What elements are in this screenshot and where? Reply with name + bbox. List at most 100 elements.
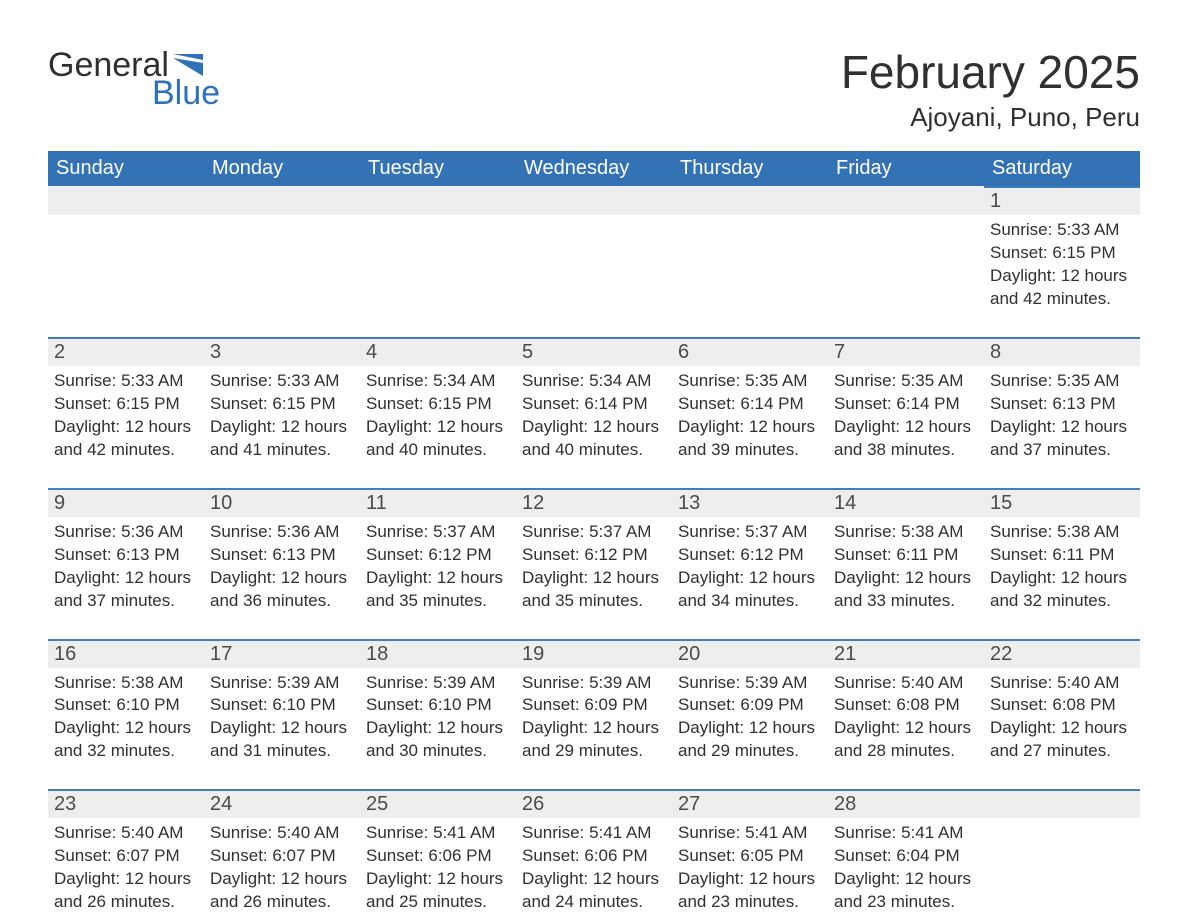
day-sunrise: Sunrise: 5:37 AM bbox=[366, 521, 508, 544]
day-day2: and 35 minutes. bbox=[366, 590, 508, 613]
day-day2: and 28 minutes. bbox=[834, 740, 976, 763]
day-day2: and 37 minutes. bbox=[54, 590, 196, 613]
header-bar: General Blue February 2025 Ajoyani, Puno… bbox=[48, 48, 1140, 133]
day-sunrise: Sunrise: 5:34 AM bbox=[522, 370, 664, 393]
day-day2: and 23 minutes. bbox=[678, 891, 820, 914]
day-detail-cell: Sunrise: 5:40 AMSunset: 6:07 PMDaylight:… bbox=[204, 818, 360, 924]
day-header: Monday bbox=[204, 151, 360, 186]
day-detail-cell: Sunrise: 5:36 AMSunset: 6:13 PMDaylight:… bbox=[48, 517, 204, 623]
day-sunrise: Sunrise: 5:33 AM bbox=[210, 370, 352, 393]
day-sunrise: Sunrise: 5:40 AM bbox=[54, 822, 196, 845]
day-sunrise: Sunrise: 5:38 AM bbox=[54, 672, 196, 695]
day-day2: and 31 minutes. bbox=[210, 740, 352, 763]
day-sunset: Sunset: 6:15 PM bbox=[210, 393, 352, 416]
day-detail-cell: Sunrise: 5:37 AMSunset: 6:12 PMDaylight:… bbox=[516, 517, 672, 623]
day-sunset: Sunset: 6:10 PM bbox=[54, 694, 196, 717]
day-sunset: Sunset: 6:07 PM bbox=[210, 845, 352, 868]
day-number-cell: 14 bbox=[828, 488, 984, 517]
day-sunset: Sunset: 6:05 PM bbox=[678, 845, 820, 868]
day-detail-cell: Sunrise: 5:34 AMSunset: 6:15 PMDaylight:… bbox=[360, 366, 516, 472]
day-day2: and 25 minutes. bbox=[366, 891, 508, 914]
day-sunrise: Sunrise: 5:41 AM bbox=[678, 822, 820, 845]
day-day2: and 27 minutes. bbox=[990, 740, 1132, 763]
month-title: February 2025 bbox=[841, 48, 1140, 96]
day-sunrise: Sunrise: 5:41 AM bbox=[834, 822, 976, 845]
day-sunset: Sunset: 6:12 PM bbox=[678, 544, 820, 567]
title-block: February 2025 Ajoyani, Puno, Peru bbox=[841, 48, 1140, 133]
day-sunset: Sunset: 6:04 PM bbox=[834, 845, 976, 868]
day-number-cell: 7 bbox=[828, 337, 984, 366]
day-detail-cell: Sunrise: 5:40 AMSunset: 6:07 PMDaylight:… bbox=[48, 818, 204, 924]
day-number-cell: 6 bbox=[672, 337, 828, 366]
day-day2: and 24 minutes. bbox=[522, 891, 664, 914]
day-day1: Daylight: 12 hours bbox=[210, 567, 352, 590]
day-number-cell: 18 bbox=[360, 639, 516, 668]
day-number-cell bbox=[516, 186, 672, 215]
day-sunrise: Sunrise: 5:35 AM bbox=[678, 370, 820, 393]
day-detail-cell: Sunrise: 5:38 AMSunset: 6:10 PMDaylight:… bbox=[48, 668, 204, 774]
day-detail-cell: Sunrise: 5:34 AMSunset: 6:14 PMDaylight:… bbox=[516, 366, 672, 472]
day-day2: and 40 minutes. bbox=[522, 439, 664, 462]
day-detail-cell: Sunrise: 5:41 AMSunset: 6:05 PMDaylight:… bbox=[672, 818, 828, 924]
day-detail-cell: Sunrise: 5:33 AMSunset: 6:15 PMDaylight:… bbox=[48, 366, 204, 472]
day-number-cell: 21 bbox=[828, 639, 984, 668]
day-day1: Daylight: 12 hours bbox=[678, 717, 820, 740]
day-sunset: Sunset: 6:10 PM bbox=[366, 694, 508, 717]
day-header: Wednesday bbox=[516, 151, 672, 186]
location-subtitle: Ajoyani, Puno, Peru bbox=[841, 102, 1140, 133]
day-sunset: Sunset: 6:15 PM bbox=[54, 393, 196, 416]
day-sunrise: Sunrise: 5:39 AM bbox=[522, 672, 664, 695]
day-sunrise: Sunrise: 5:33 AM bbox=[990, 219, 1132, 242]
day-day1: Daylight: 12 hours bbox=[366, 868, 508, 891]
day-detail-cell: Sunrise: 5:41 AMSunset: 6:06 PMDaylight:… bbox=[360, 818, 516, 924]
day-day2: and 34 minutes. bbox=[678, 590, 820, 613]
day-number-cell: 17 bbox=[204, 639, 360, 668]
day-sunset: Sunset: 6:08 PM bbox=[990, 694, 1132, 717]
day-detail-cell bbox=[204, 215, 360, 321]
day-number-cell bbox=[984, 789, 1140, 818]
day-number-cell: 5 bbox=[516, 337, 672, 366]
day-number-cell: 23 bbox=[48, 789, 204, 818]
day-detail-cell: Sunrise: 5:35 AMSunset: 6:14 PMDaylight:… bbox=[672, 366, 828, 472]
day-day1: Daylight: 12 hours bbox=[366, 717, 508, 740]
day-day1: Daylight: 12 hours bbox=[522, 567, 664, 590]
day-day1: Daylight: 12 hours bbox=[54, 567, 196, 590]
day-number-cell: 19 bbox=[516, 639, 672, 668]
day-header: Saturday bbox=[984, 151, 1140, 186]
day-number-cell: 4 bbox=[360, 337, 516, 366]
day-detail-cell: Sunrise: 5:33 AMSunset: 6:15 PMDaylight:… bbox=[984, 215, 1140, 321]
day-sunset: Sunset: 6:15 PM bbox=[990, 242, 1132, 265]
day-sunrise: Sunrise: 5:39 AM bbox=[678, 672, 820, 695]
day-day1: Daylight: 12 hours bbox=[54, 868, 196, 891]
day-day2: and 29 minutes. bbox=[522, 740, 664, 763]
day-day2: and 23 minutes. bbox=[834, 891, 976, 914]
day-day2: and 30 minutes. bbox=[366, 740, 508, 763]
day-number-cell bbox=[204, 186, 360, 215]
day-detail-cell: Sunrise: 5:38 AMSunset: 6:11 PMDaylight:… bbox=[984, 517, 1140, 623]
day-sunset: Sunset: 6:12 PM bbox=[522, 544, 664, 567]
day-detail-cell: Sunrise: 5:35 AMSunset: 6:14 PMDaylight:… bbox=[828, 366, 984, 472]
day-sunset: Sunset: 6:09 PM bbox=[522, 694, 664, 717]
day-number-cell: 15 bbox=[984, 488, 1140, 517]
day-day2: and 37 minutes. bbox=[990, 439, 1132, 462]
day-number-cell: 3 bbox=[204, 337, 360, 366]
day-sunrise: Sunrise: 5:40 AM bbox=[834, 672, 976, 695]
day-sunset: Sunset: 6:14 PM bbox=[522, 393, 664, 416]
day-day2: and 40 minutes. bbox=[366, 439, 508, 462]
day-detail-cell: Sunrise: 5:37 AMSunset: 6:12 PMDaylight:… bbox=[672, 517, 828, 623]
day-detail-cell: Sunrise: 5:35 AMSunset: 6:13 PMDaylight:… bbox=[984, 366, 1140, 472]
day-number-cell: 10 bbox=[204, 488, 360, 517]
day-number-cell: 22 bbox=[984, 639, 1140, 668]
day-day1: Daylight: 12 hours bbox=[990, 416, 1132, 439]
day-number-cell: 1 bbox=[984, 186, 1140, 215]
day-sunset: Sunset: 6:13 PM bbox=[990, 393, 1132, 416]
day-number-cell bbox=[360, 186, 516, 215]
day-day2: and 29 minutes. bbox=[678, 740, 820, 763]
day-day1: Daylight: 12 hours bbox=[834, 717, 976, 740]
day-sunrise: Sunrise: 5:37 AM bbox=[678, 521, 820, 544]
day-day1: Daylight: 12 hours bbox=[54, 416, 196, 439]
brand-logo: General Blue bbox=[48, 48, 220, 110]
day-sunset: Sunset: 6:06 PM bbox=[522, 845, 664, 868]
day-number-cell: 8 bbox=[984, 337, 1140, 366]
day-day1: Daylight: 12 hours bbox=[366, 416, 508, 439]
